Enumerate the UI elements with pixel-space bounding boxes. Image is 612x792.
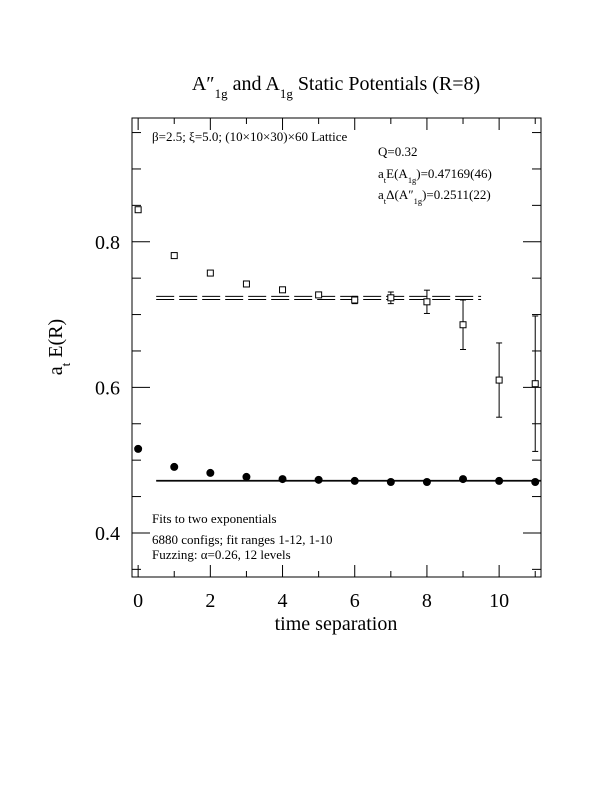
annotation-part: 1g bbox=[414, 196, 423, 206]
point bbox=[531, 380, 539, 388]
point bbox=[314, 475, 323, 484]
x-axis-label: time separation bbox=[275, 613, 398, 635]
point bbox=[278, 475, 287, 484]
point bbox=[386, 477, 395, 486]
annotation-part: Δ(A″ bbox=[386, 187, 414, 202]
chart-title-part: Static Potentials (R=8) bbox=[293, 73, 480, 95]
point bbox=[531, 477, 540, 486]
y-tick-label: 0.6 bbox=[95, 377, 120, 399]
annotation-part: t bbox=[384, 196, 387, 206]
chart-title-part: A″ bbox=[192, 73, 215, 95]
annotation-part: a bbox=[378, 166, 384, 181]
annotation: atΔ(A″1g)=0.2511(22) bbox=[378, 187, 491, 206]
annotation: atE(A1g)=0.47169(46) bbox=[378, 166, 492, 185]
point bbox=[495, 476, 504, 485]
y-tick-label: 0.4 bbox=[95, 523, 120, 545]
annotation: β=2.5; ξ=5.0; (10×10×30)×60 Lattice bbox=[152, 129, 348, 144]
point bbox=[351, 296, 359, 304]
chart-title: A″1g and A1g Static Potentials (R=8) bbox=[192, 73, 480, 101]
y-axis-label-part: a bbox=[45, 366, 67, 375]
annotation: Fits to two exponentials bbox=[152, 511, 277, 526]
point bbox=[495, 376, 503, 384]
annotation-part: 1g bbox=[408, 175, 417, 185]
annotation-part: 6880 configs; fit ranges 1-12, 1-10 bbox=[152, 532, 333, 547]
x-tick-label: 6 bbox=[350, 590, 360, 612]
annotation-part: )=0.47169(46) bbox=[416, 166, 492, 181]
y-axis-label-part: t bbox=[58, 362, 73, 366]
y-axis-label-part: E(R) bbox=[45, 319, 67, 363]
point bbox=[350, 476, 359, 485]
annotation-part: E(A bbox=[386, 166, 408, 181]
point bbox=[422, 477, 431, 486]
annotation: Fuzzing: α=0.26, 12 levels bbox=[152, 547, 291, 562]
annotation-part: t bbox=[384, 175, 387, 185]
annotation: 6880 configs; fit ranges 1-12, 1-10 bbox=[152, 532, 333, 547]
x-tick-label: 2 bbox=[205, 590, 215, 612]
point bbox=[206, 468, 215, 477]
point bbox=[242, 280, 250, 288]
x-tick-label: 8 bbox=[422, 590, 432, 612]
annotation-part: Fits to two exponentials bbox=[152, 511, 277, 526]
point bbox=[459, 321, 467, 329]
annotation-part: Q=0.32 bbox=[378, 144, 417, 159]
point bbox=[423, 298, 431, 306]
point bbox=[134, 444, 143, 453]
point bbox=[170, 252, 178, 260]
point bbox=[459, 475, 468, 484]
chart-title-part: and A bbox=[228, 73, 281, 95]
x-tick-label: 0 bbox=[133, 590, 143, 612]
annotation-part: Fuzzing: α=0.26, 12 levels bbox=[152, 547, 291, 562]
point bbox=[170, 462, 179, 471]
y-axis-label: at E(R) bbox=[45, 319, 73, 375]
point bbox=[206, 269, 214, 277]
chart-title-part: 1g bbox=[215, 86, 229, 101]
x-tick-label: 10 bbox=[489, 590, 509, 612]
annotation-part: )=0.2511(22) bbox=[422, 187, 491, 202]
point bbox=[279, 286, 287, 294]
plot-frame bbox=[131, 117, 542, 578]
x-tick-label: 4 bbox=[278, 590, 288, 612]
y-tick-label: 0.8 bbox=[95, 232, 120, 254]
point bbox=[315, 291, 323, 299]
point bbox=[387, 294, 395, 302]
point bbox=[134, 206, 142, 214]
chart-title-part: 1g bbox=[280, 86, 294, 101]
annotation-part: a bbox=[378, 187, 384, 202]
point bbox=[242, 472, 251, 481]
annotation-part: β=2.5; ξ=5.0; (10×10×30)×60 Lattice bbox=[152, 129, 348, 144]
annotation: Q=0.32 bbox=[378, 144, 417, 159]
